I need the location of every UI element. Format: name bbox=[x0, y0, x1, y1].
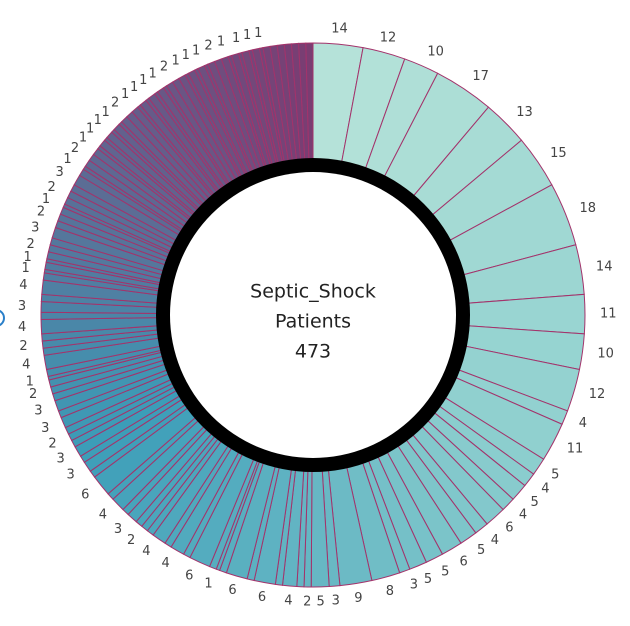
slice-label: 2 bbox=[48, 180, 56, 195]
slice-label: 4 bbox=[161, 556, 169, 571]
slice-label: 1 bbox=[130, 80, 138, 95]
slice-label: 11 bbox=[567, 442, 584, 457]
slice-label: 1 bbox=[121, 87, 129, 102]
slice-label: 4 bbox=[284, 593, 292, 608]
slices bbox=[40, 42, 586, 588]
slice-label: 3 bbox=[332, 594, 340, 609]
slice-label: 3 bbox=[31, 221, 39, 236]
slice-label: 2 bbox=[204, 39, 212, 54]
slice-label: 18 bbox=[579, 201, 596, 216]
slice-label: 1 bbox=[24, 250, 32, 265]
slice-label: 6 bbox=[228, 583, 236, 598]
hole bbox=[170, 172, 456, 458]
slice-label: 2 bbox=[303, 594, 311, 609]
center-title: Septic_Shock bbox=[250, 281, 376, 303]
slice-label: 11 bbox=[600, 307, 617, 322]
slice-label: 1 bbox=[63, 152, 71, 167]
slice-label: 1 bbox=[42, 192, 50, 207]
slice-label: 2 bbox=[29, 387, 37, 402]
slice-label: 1 bbox=[139, 73, 147, 88]
slice-label: 14 bbox=[596, 259, 613, 274]
slice-label: 3 bbox=[410, 578, 418, 593]
slice-label: 4 bbox=[18, 320, 26, 335]
slice-label: 1 bbox=[101, 105, 109, 120]
slice-label: 4 bbox=[142, 544, 150, 559]
slice-label: 1 bbox=[21, 261, 29, 276]
slice-label: 4 bbox=[541, 482, 549, 497]
slice-label: 1 bbox=[232, 31, 240, 46]
control[interactable] bbox=[0, 309, 5, 327]
slice-label: 3 bbox=[67, 468, 75, 483]
slice-label: 5 bbox=[477, 543, 485, 558]
center-subtitle: Patients bbox=[275, 311, 351, 333]
slice-label: 5 bbox=[530, 495, 538, 510]
slice-label: 6 bbox=[185, 568, 193, 583]
slice-label: 5 bbox=[441, 564, 449, 579]
slice-label: 2 bbox=[160, 60, 168, 75]
slice-label: 6 bbox=[505, 521, 513, 536]
slice-label: 3 bbox=[34, 403, 42, 418]
slice-label: 4 bbox=[519, 507, 527, 522]
slice-label: 3 bbox=[41, 421, 49, 436]
slice-label: 4 bbox=[99, 507, 107, 522]
slice-label: 1 bbox=[79, 130, 87, 145]
slice-label: 1 bbox=[149, 67, 157, 82]
slice-label: 3 bbox=[56, 165, 64, 180]
slice-label: 15 bbox=[550, 146, 567, 161]
center-total: 473 bbox=[295, 341, 331, 363]
slice-label: 1 bbox=[26, 374, 34, 389]
slice-label: 17 bbox=[472, 69, 489, 84]
slice-label: 2 bbox=[37, 205, 45, 220]
slice-label: 6 bbox=[258, 590, 266, 605]
slice-label: 1 bbox=[94, 113, 102, 128]
slice-label: 4 bbox=[491, 533, 499, 548]
slice-label: 2 bbox=[19, 339, 27, 354]
slice-label: 1 bbox=[86, 122, 94, 137]
slice-label: 10 bbox=[427, 44, 444, 59]
slice-label: 13 bbox=[516, 105, 533, 120]
slice-label: 1 bbox=[192, 44, 200, 59]
slice-label: 4 bbox=[19, 278, 27, 293]
slice-label: 2 bbox=[27, 237, 35, 252]
slice-label: 1 bbox=[204, 576, 212, 591]
slice-label: 1 bbox=[171, 53, 179, 68]
slice-label: 1 bbox=[182, 48, 190, 63]
slice-label: 8 bbox=[386, 584, 394, 599]
slice-label: 6 bbox=[460, 554, 468, 569]
slice-label: 4 bbox=[22, 358, 30, 373]
slice-label: 6 bbox=[81, 487, 89, 502]
slice-label: 1 bbox=[254, 26, 262, 41]
slice-label: 2 bbox=[127, 533, 135, 548]
slice-label: 3 bbox=[114, 522, 122, 537]
slice-label: 3 bbox=[56, 452, 64, 467]
slice-label: 14 bbox=[331, 22, 348, 37]
slice-label: 12 bbox=[380, 30, 397, 45]
slice-label: 2 bbox=[111, 96, 119, 111]
slice-label: 2 bbox=[71, 141, 79, 156]
slice-label: 4 bbox=[579, 416, 587, 431]
slice-label: 10 bbox=[597, 346, 614, 361]
slice-label: 5 bbox=[424, 572, 432, 587]
slice-label: 1 bbox=[243, 28, 251, 43]
slice-label: 1 bbox=[217, 34, 225, 49]
slice-label: 3 bbox=[18, 299, 26, 314]
slice-label: 12 bbox=[589, 387, 606, 402]
slice-label: 2 bbox=[48, 437, 56, 452]
slice-label: 9 bbox=[354, 591, 362, 606]
slice-label: 5 bbox=[551, 468, 559, 483]
slice-label: 5 bbox=[316, 594, 324, 609]
